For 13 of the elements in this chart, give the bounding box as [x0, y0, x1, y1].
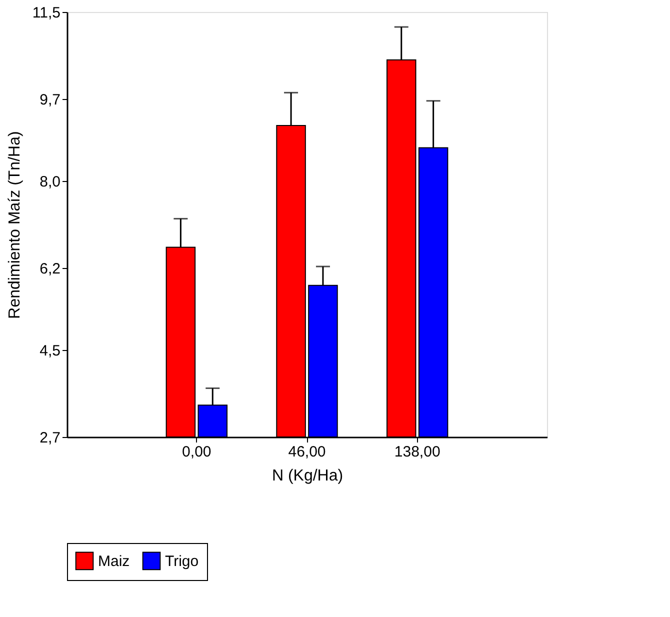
- x-tick-label: 0,00: [182, 444, 212, 460]
- y-tick-label: 9,7: [40, 91, 60, 108]
- y-tick-label: 8,0: [40, 174, 60, 191]
- x-tick-label: 46,00: [288, 444, 326, 460]
- y-tick-label: 6,2: [40, 260, 60, 278]
- x-tick-label: 138,00: [394, 444, 440, 460]
- y-tick-label: 11,5: [32, 4, 60, 22]
- legend-label: Trigo: [165, 552, 199, 570]
- y-tick-label: 4,5: [40, 342, 60, 360]
- y-axis-title: Rendimiento Maíz (Tn/Ha): [6, 131, 24, 319]
- legend-label: Maiz: [98, 552, 130, 570]
- x-axis-title: N (Kg/Ha): [272, 468, 344, 484]
- y-tick-label: 2,7: [40, 430, 60, 446]
